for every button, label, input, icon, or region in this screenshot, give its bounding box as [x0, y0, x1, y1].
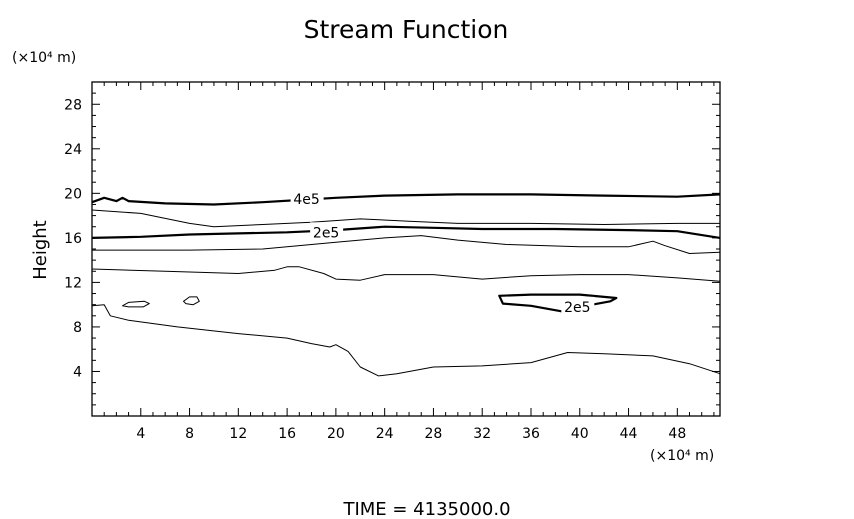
x-tick-label: 20 [327, 426, 345, 442]
time-footer: TIME = 4135000.0 [342, 499, 510, 519]
x-tick-label: 40 [571, 426, 589, 442]
contour-line-loop-b [183, 296, 200, 306]
y-axis-unit: (×10⁴ m) [12, 50, 76, 66]
contour-line-loop-a [122, 300, 150, 308]
contour-label: 4e5 [293, 192, 319, 208]
x-tick-label: 16 [278, 426, 296, 442]
contour-line-c3e5 [91, 209, 720, 228]
x-tick-label: 4 [136, 426, 145, 442]
contour-line-c2e5 [91, 225, 721, 239]
y-tick-label: 28 [64, 97, 82, 113]
contour-label-bg [561, 296, 595, 314]
y-tick-label: 20 [64, 186, 82, 202]
plot-frame [91, 81, 721, 417]
contour-line-loop-2e5 [498, 293, 618, 313]
contour-label: 2e5 [313, 225, 339, 241]
x-tick-label: 48 [668, 426, 686, 442]
x-axis-unit: (×10⁴ m) [650, 448, 714, 464]
contour-label: 2e5 [564, 300, 590, 316]
contour-line-cneg [91, 304, 721, 377]
contour-label-bg [290, 188, 324, 206]
chart-title: Stream Function [304, 15, 509, 44]
x-tick-label: 28 [425, 426, 443, 442]
y-axis-label: Height [30, 220, 51, 280]
contour-line-c0 [91, 266, 721, 282]
y-tick-label: 24 [64, 142, 82, 158]
x-tick-label: 36 [522, 426, 540, 442]
plot-area: 4 8 12 16 20 24 28 32 36 40 44 484812162024284e52e5… [64, 81, 721, 442]
contour-label-bg [310, 222, 344, 240]
x-tick-label: 32 [473, 426, 491, 442]
x-tick-label: 24 [376, 426, 394, 442]
x-tick-label: 12 [229, 426, 247, 442]
y-tick-label: 12 [64, 275, 82, 291]
y-tick-label: 16 [64, 231, 82, 247]
contour-line-c4e5 [91, 193, 721, 206]
contour-line-c1e5 [92, 235, 721, 254]
y-tick-label: 4 [73, 364, 82, 380]
x-tick-label: 44 [620, 426, 638, 442]
y-tick-label: 8 [73, 320, 82, 336]
x-tick-label: 8 [185, 426, 194, 442]
